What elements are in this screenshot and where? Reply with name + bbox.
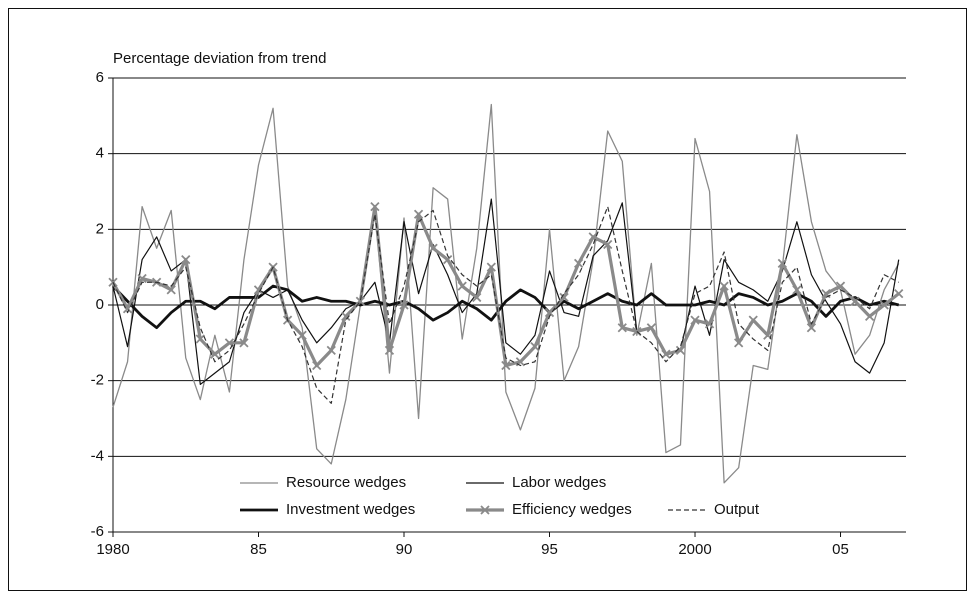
point-marker [297,330,307,340]
point-marker [748,315,758,325]
point-marker [850,296,860,306]
point-marker [501,360,511,371]
point-marker [253,285,264,295]
point-marker [559,292,569,303]
point-marker [777,258,787,269]
point-marker [719,281,729,291]
point-marker [341,311,351,321]
point-marker [835,281,846,291]
point-marker [675,345,686,356]
point-marker [894,289,904,299]
frame [8,8,967,591]
point-marker [312,360,322,371]
legend-label: Resource wedges [286,474,406,491]
point-marker [210,349,220,359]
point-marker [472,292,482,303]
y-tick-label: 6 [96,69,104,86]
y-tick-label: -6 [91,523,104,540]
y-tick-label: -2 [91,372,104,389]
x-tick-label: 85 [250,541,267,558]
x-tick-label: 05 [832,541,849,558]
point-marker [879,300,889,310]
point-marker [588,232,598,242]
point-marker [603,239,613,250]
point-marker [734,338,744,348]
point-marker [384,345,395,356]
point-marker [573,258,584,269]
point-marker [792,285,802,295]
legend-label: Labor wedges [512,474,606,491]
point-marker [370,201,380,212]
x-tick-label: 95 [541,541,558,558]
y-tick-label: 4 [96,145,104,162]
point-marker [646,323,657,333]
point-marker [544,307,555,318]
series-line [112,198,900,386]
point-marker [806,323,817,333]
point-marker [661,349,671,359]
point-marker [181,254,191,265]
point-marker [530,341,540,352]
y-tick-label: 2 [96,220,104,237]
point-marker [166,285,176,295]
point-marker [457,281,467,291]
legend-label: Efficiency wedges [512,501,632,518]
point-marker [399,300,409,310]
point-marker [480,505,490,515]
point-marker [413,209,424,219]
y-tick-label: 0 [96,296,104,313]
y-tick-label: -4 [91,447,104,464]
point-marker [443,254,453,265]
point-marker [864,311,875,321]
point-marker [137,273,147,284]
point-marker [195,334,205,344]
point-marker [704,319,715,329]
point-marker [690,315,700,325]
point-marker [239,338,249,348]
x-tick-label: 2000 [678,541,711,558]
point-marker [326,345,336,356]
series-line [112,206,899,404]
legend-label: Output [714,501,760,518]
point-marker [617,323,627,333]
legend-label: Investment wedges [286,501,415,518]
series-line [112,103,900,484]
point-marker [486,262,496,272]
point-marker [428,243,438,253]
chart-title: Percentage deviation from trend [113,50,326,67]
x-tick-label: 1980 [96,541,129,558]
x-tick-label: 90 [396,541,413,558]
series-line [111,284,900,330]
